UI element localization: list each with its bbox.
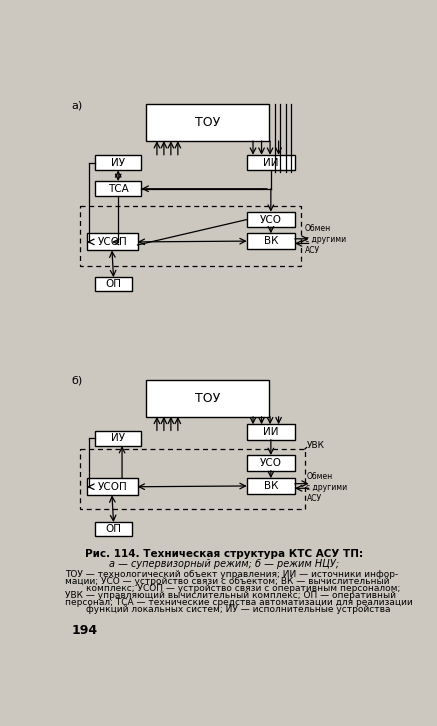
Text: ОП: ОП <box>105 280 121 289</box>
Text: УВК: УВК <box>306 441 325 450</box>
Bar <box>247 234 295 249</box>
Bar <box>247 455 295 470</box>
Text: мации; УСО — устройство связи с объектом; ВК — вычислительный: мации; УСО — устройство связи с объектом… <box>66 577 390 586</box>
Bar <box>95 155 142 171</box>
Text: ВК: ВК <box>264 236 278 246</box>
Text: функций локальных систем; ИУ — исполнительные устройства: функций локальных систем; ИУ — исполните… <box>86 605 390 613</box>
Bar <box>95 181 142 197</box>
Text: ТОУ — технологический объект управления; ИИ — источники инфор-: ТОУ — технологический объект управления;… <box>66 570 399 579</box>
Text: ИИ: ИИ <box>263 427 279 437</box>
Text: УВК — управляющий вычислительный комплекс; ОП — оперативный: УВК — управляющий вычислительный комплек… <box>66 591 396 600</box>
Text: ИИ: ИИ <box>263 158 279 168</box>
Bar <box>87 234 138 250</box>
Bar <box>80 205 301 266</box>
Bar <box>95 522 132 536</box>
Text: Обмен
с другими
АСУ: Обмен с другими АСУ <box>305 224 346 255</box>
Text: Рис. 114. Техническая структура КТС АСУ ТП:: Рис. 114. Техническая структура КТС АСУ … <box>84 549 363 559</box>
Text: ТОУ: ТОУ <box>194 392 220 404</box>
Bar <box>80 449 305 509</box>
Text: УСОП: УСОП <box>97 237 127 247</box>
Bar <box>95 431 142 446</box>
Bar <box>247 478 295 494</box>
Text: а): а) <box>72 100 83 110</box>
Bar <box>95 277 132 291</box>
Bar <box>247 155 295 171</box>
Text: ВК: ВК <box>264 481 278 491</box>
Bar <box>146 380 268 417</box>
Text: а — супервизорный режим; б — режим НЦУ;: а — супервизорный режим; б — режим НЦУ; <box>108 559 339 569</box>
Text: Обмен
с другими
АСУ: Обмен с другими АСУ <box>306 472 347 503</box>
Text: УСО: УСО <box>260 215 282 224</box>
Text: 194: 194 <box>72 624 98 637</box>
Text: ТСА: ТСА <box>108 184 128 194</box>
Text: ИУ: ИУ <box>111 158 125 168</box>
Text: УСОП: УСОП <box>97 482 127 492</box>
Bar <box>146 104 268 141</box>
Bar <box>87 478 138 495</box>
Text: комплекс; УСОП — устройство связи с оперативным персоналом;: комплекс; УСОП — устройство связи с опер… <box>86 584 400 592</box>
Bar <box>247 212 295 227</box>
Text: ТОУ: ТОУ <box>194 116 220 129</box>
Text: УСО: УСО <box>260 458 282 468</box>
Text: персонал; ТСА — технические средства автоматизации для реализации: персонал; ТСА — технические средства авт… <box>66 597 413 607</box>
Text: ИУ: ИУ <box>111 433 125 444</box>
Text: б): б) <box>72 376 83 386</box>
Bar <box>247 425 295 440</box>
Text: ОП: ОП <box>105 524 121 534</box>
